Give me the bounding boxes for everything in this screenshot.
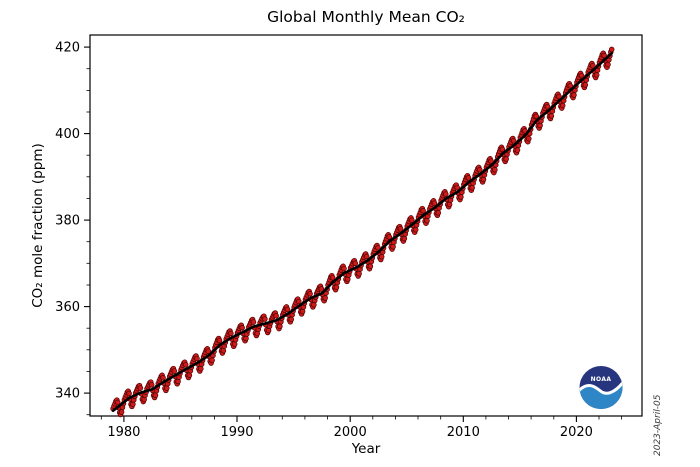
y-tick-label: 340	[55, 387, 80, 402]
trend-line	[111, 51, 613, 413]
y-tick-label: 360	[55, 300, 80, 315]
x-axis-ticks: 1980 1990 2000 2010 2020	[107, 416, 593, 440]
x-tick-label: 2010	[447, 425, 480, 440]
plot-border	[89, 34, 643, 417]
chart-title: Global Monthly Mean CO₂	[267, 8, 465, 26]
x-tick-label: 2000	[334, 425, 367, 440]
axes: 1980 1990 2000 2010 2020 340 360 380 400 420	[55, 34, 643, 440]
noaa-logo-text: NOAA	[591, 376, 612, 383]
monthly-mean-dots	[110, 46, 615, 418]
noaa-logo-sea	[579, 382, 623, 409]
plot-area: 1980 1990 2000 2010 2020 340 360 380 400 420	[55, 34, 643, 440]
date-watermark: 2023-April-05	[653, 394, 663, 456]
y-tick-label: 380	[55, 214, 80, 229]
noaa-logo: NOAA	[579, 366, 623, 409]
y-tick-label: 400	[55, 127, 80, 142]
minor-ticks	[86, 68, 622, 420]
y-axis-label: CO₂ mole fraction (ppm)	[30, 143, 46, 308]
y-axis-ticks: 340 360 380 400 420	[55, 41, 90, 402]
x-tick-label: 1980	[107, 425, 140, 440]
monthly-mean-line	[112, 49, 613, 416]
x-tick-label: 2020	[560, 425, 593, 440]
x-tick-label: 1990	[220, 425, 253, 440]
x-axis-label: Year	[351, 441, 381, 457]
noaa-logo-art	[579, 381, 623, 409]
noaa-logo-gull-icon	[579, 381, 623, 395]
y-tick-label: 420	[55, 41, 80, 56]
